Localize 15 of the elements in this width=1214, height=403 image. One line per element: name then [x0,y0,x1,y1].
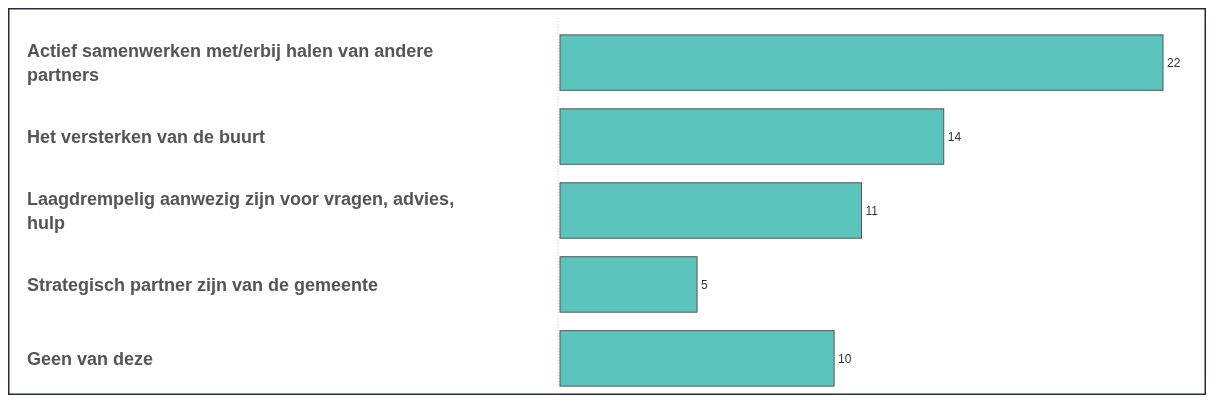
data-label: 14 [947,129,962,144]
bar [559,34,1164,91]
y-tick-label: Geen van deze [27,348,154,369]
data-label: 22 [1167,55,1181,70]
y-tick-label: Laagdrempelig aanwezig zijn voor vragen, advies, hulp [27,188,455,233]
data-label: 5 [701,277,709,292]
bar [559,256,698,313]
y-tick-label: Strategisch partner zijn van de gemeente [27,274,379,295]
y-tick-label: Actief samenwerken met/erbij halen van andere partners [27,40,434,85]
bar [559,108,945,165]
y-tick-label: Het versterken van de buurt [27,126,266,147]
data-label: 11 [865,203,879,218]
bar [559,182,862,239]
bar [559,330,835,387]
data-label: 10 [838,351,852,366]
